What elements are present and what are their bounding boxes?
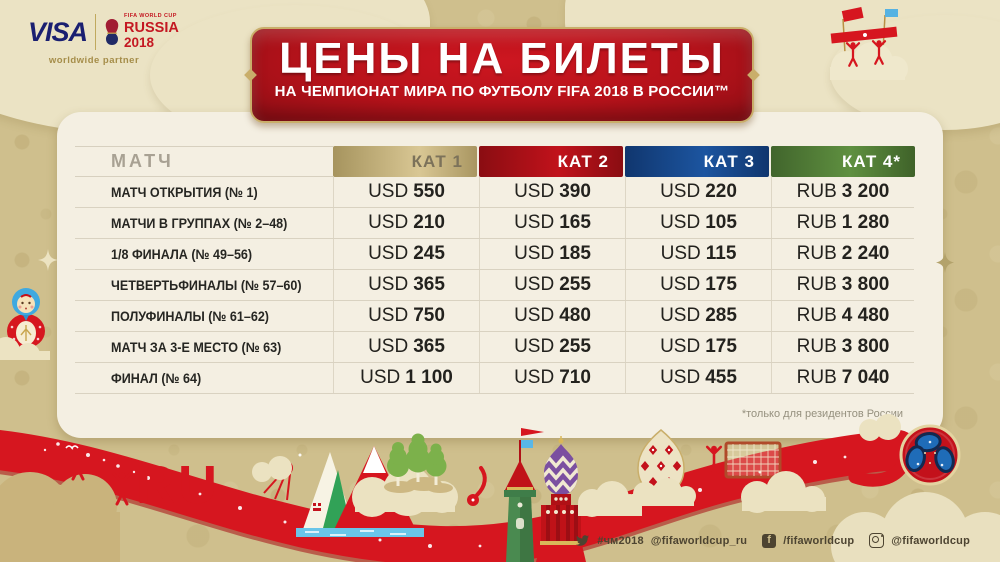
price-cell: USD 105	[625, 208, 771, 238]
price-table-card: МАТЧ КАТ 1 КАТ 2 КАТ 3 КАТ 4* МАТЧ ОТКРЫ…	[57, 112, 943, 438]
column-header-cat3: КАТ 3	[625, 146, 769, 177]
ru-letters: RU	[136, 455, 220, 515]
cloud-icon	[741, 471, 826, 513]
partner-brand-block: VISA FIFA WORLD CUP RUSSIA 2018 worldwid…	[28, 14, 188, 66]
divider	[95, 14, 97, 50]
price-cell: USD 255	[479, 332, 625, 362]
world-cup-trophy-icon	[105, 19, 119, 45]
cloud-icon	[830, 42, 908, 80]
price-cell: USD 220	[625, 177, 771, 207]
cloud-icon	[831, 492, 1000, 562]
celebration-decor	[830, 6, 908, 80]
price-cell: USD 285	[625, 301, 771, 331]
price-cell: RUB 3 800	[771, 270, 914, 300]
table-row: ФИНАЛ (№ 64) USD 1 100 USD 710 USD 455 RUB 7…	[75, 363, 914, 394]
cloud-icon	[859, 414, 901, 441]
fifa-world-cup-logo: FIFA WORLD CUP RUSSIA 2018	[104, 14, 179, 50]
footnote: *только для резидентов России	[741, 408, 903, 420]
facebook-icon[interactable]: f	[762, 533, 777, 548]
fifa-year: 2018	[124, 35, 155, 51]
price-cell: RUB 1 280	[771, 208, 914, 238]
table-row: МАТЧИ В ГРУППАХ (№ 2–48) USD 210 USD 165 U…	[75, 208, 914, 239]
price-cell: RUB 4 480	[771, 301, 914, 331]
match-label: ПОЛУФИНАЛЫ (№ 61–62)	[111, 308, 269, 324]
price-cell: RUB 7 040	[771, 363, 914, 393]
page-subtitle: НА ЧЕМПИОНАТ МИРА ПО ФУТБОЛУ FIFA 2018 В…	[274, 83, 730, 101]
match-label: ФИНАЛ (№ 64)	[111, 370, 202, 386]
price-cell: USD 365	[333, 332, 479, 362]
price-table-rows: МАТЧ ОТКРЫТИЯ (№ 1) USD 550 USD 390 USD 220…	[75, 177, 914, 394]
blue-flag-icon	[885, 9, 898, 17]
twitter-hashtag[interactable]: #чм2018	[597, 534, 644, 547]
price-cell: USD 245	[333, 239, 479, 269]
bird-icon	[65, 445, 79, 450]
price-cell: USD 115	[625, 239, 771, 269]
match-label: 1/8 ФИНАЛА (№ 49–56)	[111, 246, 253, 262]
goal-net-icon	[724, 441, 782, 479]
price-cell: USD 210	[333, 208, 479, 238]
price-cell: USD 255	[479, 270, 625, 300]
table-row: МАТЧ ЗА 3-Е МЕСТО (№ 63) USD 365 USD 255 U…	[75, 332, 914, 363]
price-cell: USD 175	[625, 332, 771, 362]
price-cell: USD 750	[333, 301, 479, 331]
match-label: ЧЕТВЕРТЬФИНАЛЫ (№ 57–60)	[111, 277, 302, 293]
price-cell: RUB 3 200	[771, 177, 914, 207]
matryoshka-icon	[7, 288, 45, 348]
trees-icon	[384, 433, 453, 493]
table-row: ПОЛУФИНАЛЫ (№ 61–62) USD 750 USD 480 USD 28…	[75, 301, 914, 332]
price-cell: USD 550	[333, 177, 479, 207]
red-banner-icon	[830, 26, 898, 44]
kremlin-tower-icon	[504, 428, 544, 562]
column-header-cat4: КАТ 4*	[771, 146, 915, 177]
match-label: МАТЧИ В ГРУППАХ (№ 2–48)	[111, 215, 288, 231]
social-footer: #чм2018 @fifaworldcup_ru f /fifaworldcup…	[575, 533, 970, 548]
title-banner: ЦЕНЫ НА БИЛЕТЫ НА ЧЕМПИОНАТ МИРА ПО ФУТБ…	[250, 27, 754, 123]
price-cell: USD 365	[333, 270, 479, 300]
match-label: МАТЧ ЗА 3-Е МЕСТО (№ 63)	[111, 339, 282, 355]
cloud-icon	[578, 481, 642, 517]
twitter-icon[interactable]	[575, 534, 590, 547]
price-cell: USD 1 100	[333, 363, 479, 393]
facebook-handle[interactable]: /fifaworldcup	[783, 534, 855, 547]
price-cell: USD 710	[479, 363, 625, 393]
cloud-icon	[0, 337, 50, 360]
column-header-cat2: КАТ 2	[479, 146, 623, 177]
red-flag-icon	[841, 6, 864, 22]
left-edge-decor	[0, 249, 58, 360]
page-title: ЦЕНЫ НА БИЛЕТЫ	[279, 34, 725, 83]
sparkle-star-icon	[38, 249, 58, 271]
sparkle-star-icon	[936, 252, 954, 273]
price-cell: USD 165	[479, 208, 625, 238]
visa-logo: VISA	[28, 16, 88, 47]
price-cell: USD 480	[479, 301, 625, 331]
ornate-egg-icon	[632, 429, 696, 506]
match-label: МАТЧ ОТКРЫТИЯ (№ 1)	[111, 184, 258, 200]
table-row: ЧЕТВЕРТЬФИНАЛЫ (№ 57–60) USD 365 USD 255 U…	[75, 270, 914, 301]
cloud-icon	[252, 456, 292, 482]
fifa-caption: FIFA WORLD CUP	[124, 13, 177, 20]
hill-icon	[0, 472, 120, 562]
price-cell: RUB 3 800	[771, 332, 914, 362]
bottom-landscape-decor: RU	[0, 414, 1000, 562]
twitter-handle[interactable]: @fifaworldcup_ru	[650, 534, 748, 547]
soccer-ball-icon	[848, 424, 961, 487]
price-cell: USD 455	[625, 363, 771, 393]
comet-icon	[467, 466, 487, 506]
column-header-match: МАТЧ	[75, 146, 333, 177]
instagram-icon[interactable]	[869, 533, 885, 548]
instagram-handle[interactable]: @fifaworldcup	[891, 534, 970, 547]
column-header-cat1: КАТ 1	[333, 146, 477, 177]
price-cell: USD 175	[625, 270, 771, 300]
price-cell: USD 390	[479, 177, 625, 207]
table-row: МАТЧ ОТКРЫТИЯ (№ 1) USD 550 USD 390 USD 220…	[75, 177, 914, 208]
price-cell: RUB 2 240	[771, 239, 914, 269]
table-row: 1/8 ФИНАЛА (№ 49–56) USD 245 USD 185 USD 11…	[75, 239, 914, 270]
right-edge-decor	[936, 252, 954, 273]
fifa-russia: RUSSIA	[124, 19, 179, 36]
price-cell: USD 185	[479, 239, 625, 269]
partner-tagline: worldwide partner	[48, 55, 140, 66]
